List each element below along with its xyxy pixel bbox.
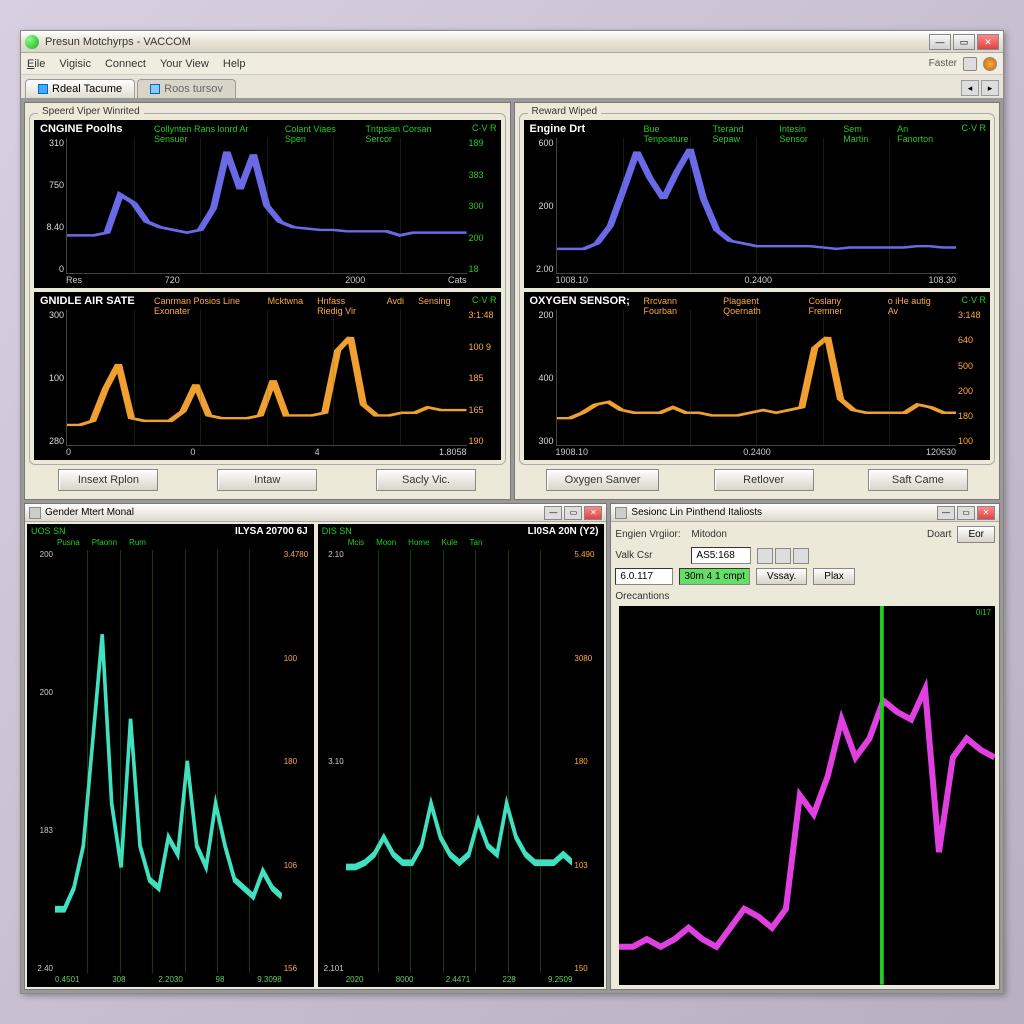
panel-right: Reward Wiped Engine DrtBue TenpoatureTte…	[514, 102, 1001, 500]
sub-close-button[interactable]: ✕	[584, 506, 602, 520]
menu-connect[interactable]: Connect	[105, 58, 146, 70]
group-label-right: Reward Wiped	[528, 106, 602, 117]
app-title: Presun Motchyrps - VACCOM	[45, 36, 929, 48]
button-row-left: Insext Rplon Intaw Sacly Vic.	[29, 465, 506, 495]
br-label-4: Valk Csr	[615, 550, 685, 561]
subwindow-icon	[29, 507, 41, 519]
br-icon-1[interactable]	[757, 548, 773, 564]
chart-idle-air-rate: GNIDLE AIR SATECanrman Posios Line Exona…	[34, 292, 501, 460]
button-row-right: Oxygen Sanver Retlover Saft Came	[519, 465, 996, 495]
top-row: Speerd Viper Winrited CNGINE PoolhsColly…	[24, 102, 1000, 500]
panel-bottom-right: Sesionc Lin Pinthend Italiosts — ▭ ✕ Eng…	[610, 503, 1000, 990]
subwindow-icon	[615, 507, 627, 519]
br-label-2: Mitodon	[691, 529, 761, 540]
tab-icon	[150, 84, 160, 94]
tab-nav-right[interactable]: ▸	[981, 80, 999, 96]
tab-label-active: Rdeal Tacume	[52, 83, 122, 95]
br-input-2[interactable]: 6.0.117	[615, 568, 673, 585]
sub-close-button[interactable]: ✕	[977, 506, 995, 520]
br-section-label: Orecantions	[615, 591, 995, 602]
menubar-right-label: Faster	[929, 58, 957, 69]
button-right-3[interactable]: Saft Came	[868, 469, 968, 491]
subwindow-title-br: Sesionc Lin Pinthend Italiosts — ▭ ✕	[611, 504, 999, 522]
titlebar: Presun Motchyrps - VACCOM — ▭ ✕	[21, 31, 1003, 53]
toolbar-icon-1[interactable]	[963, 57, 977, 71]
menu-vigisic[interactable]: Vigisic	[59, 58, 91, 70]
close-button[interactable]: ✕	[977, 34, 999, 50]
sub-max-button[interactable]: ▭	[957, 506, 975, 520]
br-icon-2[interactable]	[775, 548, 791, 564]
subwindow-title-text: Gender Mtert Monal	[45, 507, 134, 518]
br-input-1[interactable]: AS5:168	[691, 547, 751, 564]
sub-min-button[interactable]: —	[937, 506, 955, 520]
chart-engine-pools: CNGINE PoolhsCollynten Rans lonrd Ar Sen…	[34, 120, 501, 288]
panel-left: Speerd Viper Winrited CNGINE PoolhsColly…	[24, 102, 511, 500]
tab-icon	[38, 84, 48, 94]
br-label-3: Doart	[927, 529, 951, 540]
subwindow-title-text: Sesionc Lin Pinthend Italiosts	[631, 507, 762, 518]
chart-engine-drt: Engine DrtBue TenpoatureTterand SepawInt…	[524, 120, 991, 288]
br-label-1: Engien Vrgiior:	[615, 529, 685, 540]
tab-label-inactive: Roos tursov	[164, 83, 223, 95]
mini-chart-b: DIS SNLI0SA 20N (Y2)McisMoonHomeKuleTan2…	[318, 524, 605, 987]
menubar: Eile Vigisic Connect Your View Help Fast…	[21, 53, 1003, 75]
br-input-3[interactable]: 30m 4 1 cmpt	[679, 568, 750, 585]
button-right-1[interactable]: Oxygen Sanver	[546, 469, 660, 491]
sub-max-button[interactable]: ▭	[564, 506, 582, 520]
app-window: Presun Motchyrps - VACCOM — ▭ ✕ Eile Vig…	[20, 30, 1004, 994]
sub-min-button[interactable]: —	[544, 506, 562, 520]
chart-oxygen-sensor: OXYGEN SENSOR;Rrcvann FourbanPlagaent Qo…	[524, 292, 991, 460]
subwindow-title-bl: Gender Mtert Monal — ▭ ✕	[25, 504, 606, 522]
minimize-button[interactable]: —	[929, 34, 951, 50]
bottom-row: Gender Mtert Monal — ▭ ✕ UOS SNILYSA 207…	[24, 503, 1000, 990]
menu-file[interactable]: Eile	[27, 58, 45, 70]
maximize-button[interactable]: ▭	[953, 34, 975, 50]
button-left-2[interactable]: Intaw	[217, 469, 317, 491]
br-button-vssay[interactable]: Vssay.	[756, 568, 807, 585]
tab-active[interactable]: Rdeal Tacume	[25, 79, 135, 98]
tabstrip-controls: ◂ ▸	[961, 80, 999, 98]
mini-chart-a: UOS SNILYSA 20700 6JPusnaPfaonnRum200200…	[27, 524, 314, 987]
gear-icon[interactable]	[983, 57, 997, 71]
menu-help[interactable]: Help	[223, 58, 246, 70]
menu-view[interactable]: Your View	[160, 58, 209, 70]
main-area: Speerd Viper Winrited CNGINE PoolhsColly…	[21, 99, 1003, 993]
br-icon-3[interactable]	[793, 548, 809, 564]
br-chart-marker: 0i17	[976, 608, 991, 617]
window-controls: — ▭ ✕	[929, 34, 999, 50]
panel-bottom-left: Gender Mtert Monal — ▭ ✕ UOS SNILYSA 207…	[24, 503, 607, 990]
tab-inactive[interactable]: Roos tursov	[137, 79, 236, 98]
button-left-3[interactable]: Sacly Vic.	[376, 469, 476, 491]
br-button-eor[interactable]: Eor	[957, 526, 995, 543]
button-right-2[interactable]: Retlover	[714, 469, 814, 491]
app-icon	[25, 35, 39, 49]
group-label-left: Speerd Viper Winrited	[38, 106, 144, 117]
br-chart: 0i17	[619, 606, 995, 985]
tab-nav-left[interactable]: ◂	[961, 80, 979, 96]
br-icon-group	[757, 548, 809, 564]
br-button-plax[interactable]: Plax	[813, 568, 854, 585]
tab-strip: Rdeal Tacume Roos tursov ◂ ▸	[21, 75, 1003, 99]
button-left-1[interactable]: Insext Rplon	[58, 469, 158, 491]
